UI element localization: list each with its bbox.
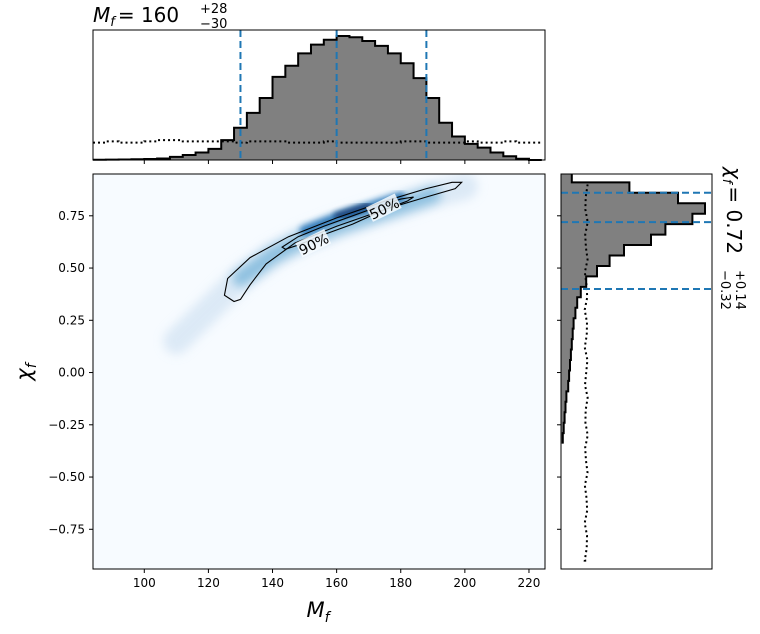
right-histogram [561,174,712,562]
contour-label-bg [295,229,332,258]
top-histogram-panel: Mf = 160 +28 −30 [92,2,546,164]
y-tick-label: −0.75 [48,522,85,536]
y-tick-label: −0.25 [48,418,85,432]
mass-upper-error: +28 [200,2,227,17]
top-histogram [93,30,542,161]
top-x-ticks [143,160,530,164]
right-panel-frame [560,173,713,570]
y-tick-label: 0.75 [58,209,85,223]
main-x-ticks: 100 120 140 160 180 200 220 [133,569,541,590]
mass-lower-error: −30 [200,17,227,32]
mass-annotation: Mf = 160 [93,3,179,30]
mass-posterior-fill [93,36,542,160]
contour-90pct [223,181,464,303]
spin-lower-error: −0.32 [717,270,732,310]
main-panel-frame [92,173,546,570]
y-tick-label: 0.25 [58,313,85,327]
x-tick-label: 220 [518,576,541,590]
spin-upper-error: +0.14 [732,270,747,310]
top-panel-frame [92,29,546,161]
main-panel: 90%50% 100 120 140 160 180 200 220 −0.75−0.50−… [12,173,546,626]
right-histogram-panel: χf= 0.72 +0.14 −0.32 [557,166,747,570]
x-tick-label: 120 [197,576,220,590]
x-tick-label: 100 [133,576,156,590]
y-tick-label: −0.50 [48,470,85,484]
y-axis-title: χf [12,361,40,381]
y-tick-label: 0.50 [58,261,85,275]
y-tick-label: 0.00 [58,366,85,380]
x-tick-label: 180 [389,576,412,590]
spin-annotation: χf= 0.72 [719,166,746,254]
mass-posterior-outline [93,35,542,161]
spin-prior-line [583,184,589,562]
contour-label-bg [365,193,402,222]
right-y-ticks [557,215,561,530]
x-axis-title: Mf [306,598,331,626]
spin-posterior-outline [561,174,706,444]
x-tick-label: 140 [261,576,284,590]
x-tick-label: 160 [325,576,348,590]
density-peak [333,202,372,219]
x-tick-label: 200 [453,576,476,590]
spin-posterior-fill [561,174,705,444]
main-y-ticks: −0.75 −0.50 −0.25 0.00 0.25 0.50 0.75 [48,209,93,536]
